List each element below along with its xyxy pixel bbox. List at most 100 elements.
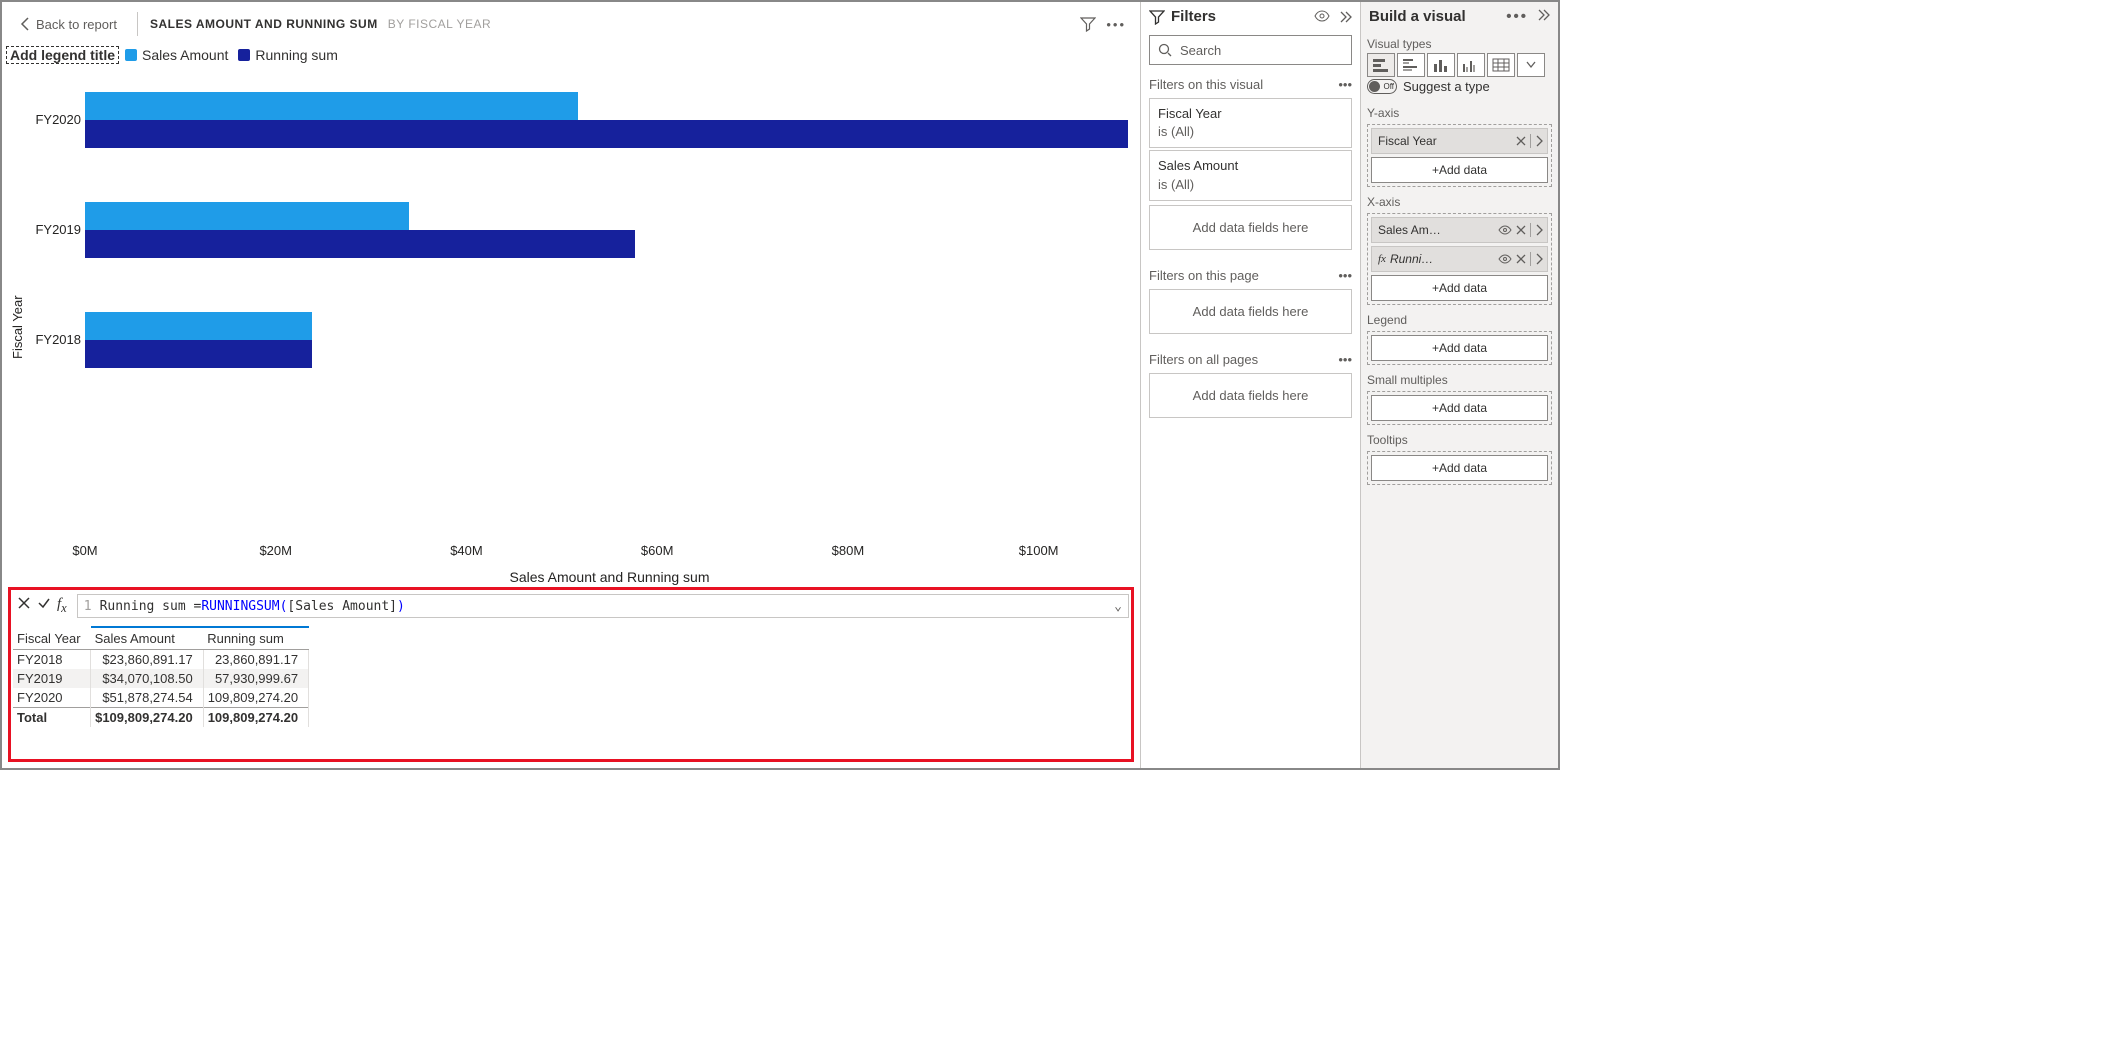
filter-card[interactable]: Fiscal Yearis (All) (1149, 98, 1352, 148)
well-label: X-axis (1361, 189, 1558, 211)
filter-icon (1149, 9, 1165, 25)
bar[interactable] (85, 120, 1128, 148)
legend: Add legend title Sales Amount Running sum (2, 42, 1140, 64)
legend-swatch (125, 49, 137, 61)
chart: Fiscal Year FY2020FY2019FY2018 Sales Amo… (2, 64, 1140, 585)
field-pill[interactable]: Sales Am… (1371, 217, 1548, 243)
field-well-tooltips[interactable]: +Add data (1367, 451, 1552, 485)
well-label: Legend (1361, 307, 1558, 329)
xtick-label: $20M (259, 543, 292, 558)
filter-field-name: Fiscal Year (1158, 105, 1343, 123)
collapse-icon[interactable] (1338, 10, 1352, 24)
cancel-icon[interactable] (17, 596, 31, 610)
visual-title-sub: BY FISCAL YEAR (388, 17, 492, 31)
viz-more-icon[interactable] (1517, 53, 1545, 77)
xtick-label: $80M (832, 543, 865, 558)
yaxis-label: Fiscal Year (8, 70, 27, 585)
bar[interactable] (85, 230, 635, 258)
back-label: Back to report (36, 17, 117, 32)
back-button[interactable]: Back to report (12, 17, 125, 32)
field-pill[interactable]: fxRunni… (1371, 246, 1548, 272)
table-header[interactable]: Fiscal Year (13, 627, 91, 650)
field-well-xaxis[interactable]: Sales Am… fxRunni… +Add data (1367, 213, 1552, 305)
field-well-small[interactable]: +Add data (1367, 391, 1552, 425)
chevron-left-icon (20, 17, 30, 31)
filters-visual-dropzone[interactable]: Add data fields here (1149, 205, 1352, 250)
filter-card[interactable]: Sales Amountis (All) (1149, 150, 1352, 200)
xtick-label: $40M (450, 543, 483, 558)
viz-bar-stacked-icon[interactable] (1367, 53, 1395, 77)
add-data-button[interactable]: +Add data (1371, 395, 1548, 421)
add-data-button[interactable]: +Add data (1371, 157, 1548, 183)
remove-icon[interactable] (1516, 225, 1526, 235)
eye-icon[interactable] (1314, 10, 1330, 22)
bar[interactable] (85, 92, 578, 120)
legend-item[interactable]: Running sum (238, 47, 338, 63)
well-label: Tooltips (1361, 427, 1558, 449)
xaxis-label: Sales Amount and Running sum (85, 569, 1134, 585)
build-visual-pane: Build a visual ••• Visual types Off Sugg… (1360, 2, 1558, 768)
filters-all-dropzone[interactable]: Add data fields here (1149, 373, 1352, 418)
more-icon[interactable]: ••• (1506, 8, 1528, 25)
field-well-legend[interactable]: +Add data (1367, 331, 1552, 365)
formula-bar: fx 1 Running sum = RUNNINGSUM ( [Sales A… (13, 592, 1129, 620)
chevron-right-icon[interactable] (1535, 135, 1543, 147)
viz-table-icon[interactable] (1487, 53, 1515, 77)
chevron-down-icon[interactable]: ⌄ (1114, 599, 1122, 614)
eye-icon[interactable] (1498, 225, 1512, 235)
filters-pane: Filters Search Filters on this visual ••… (1140, 2, 1360, 768)
add-data-button[interactable]: +Add data (1371, 335, 1548, 361)
table-cell: 109,809,274.20 (203, 708, 308, 728)
commit-icon[interactable] (37, 596, 51, 610)
fx-icon[interactable]: fx (57, 596, 67, 616)
field-name: Fiscal Year (1378, 134, 1512, 148)
field-well-yaxis[interactable]: Fiscal Year +Add data (1367, 124, 1552, 187)
viz-bar-clustered-icon[interactable] (1397, 53, 1425, 77)
build-title: Build a visual (1369, 8, 1466, 25)
field-pill[interactable]: Fiscal Year (1371, 128, 1548, 154)
suggest-toggle[interactable]: Off (1367, 79, 1397, 94)
well-label: Y-axis (1361, 100, 1558, 122)
legend-title-placeholder[interactable]: Add legend title (6, 46, 119, 64)
bar[interactable] (85, 340, 312, 368)
legend-label: Sales Amount (142, 47, 228, 63)
category-label: FY2020 (27, 112, 81, 127)
table-cell: $34,070,108.50 (91, 669, 204, 688)
report-header: Back to report SALES AMOUNT AND RUNNING … (2, 2, 1140, 42)
table-cell: 109,809,274.20 (203, 688, 308, 708)
filters-title: Filters (1171, 8, 1216, 25)
bar[interactable] (85, 202, 409, 230)
filters-page-dropzone[interactable]: Add data fields here (1149, 289, 1352, 334)
chevron-right-icon[interactable] (1535, 253, 1543, 265)
more-icon[interactable]: ••• (1106, 17, 1126, 32)
table-cell: Total (13, 708, 91, 728)
viz-column-icon[interactable] (1427, 53, 1455, 77)
chevron-right-icon[interactable] (1535, 224, 1543, 236)
add-data-button[interactable]: +Add data (1371, 275, 1548, 301)
remove-icon[interactable] (1516, 136, 1526, 146)
add-data-button[interactable]: +Add data (1371, 455, 1548, 481)
divider (137, 12, 138, 36)
search-input[interactable]: Search (1149, 35, 1352, 65)
field-name: Runni… (1390, 252, 1494, 266)
bar-group (85, 190, 1130, 270)
more-icon[interactable]: ••• (1338, 268, 1352, 283)
table-header[interactable]: Running sum (203, 627, 308, 650)
bar[interactable] (85, 312, 312, 340)
remove-icon[interactable] (1516, 254, 1526, 264)
table-header[interactable]: Sales Amount (91, 627, 204, 650)
more-icon[interactable]: ••• (1338, 352, 1352, 367)
visual-types-row (1361, 53, 1558, 77)
viz-column-clustered-icon[interactable] (1457, 53, 1485, 77)
plot-area: FY2020FY2019FY2018 (27, 70, 1134, 543)
more-icon[interactable]: ••• (1338, 77, 1352, 92)
table-row: FY2018$23,860,891.1723,860,891.17 (13, 650, 309, 670)
visual-title-main: SALES AMOUNT AND RUNNING SUM (150, 17, 378, 31)
legend-item[interactable]: Sales Amount (125, 47, 228, 63)
xaxis: Sales Amount and Running sum $0M$20M$40M… (27, 543, 1134, 585)
collapse-icon[interactable] (1536, 8, 1550, 22)
table-total-row: Total$109,809,274.20109,809,274.20 (13, 708, 309, 728)
filter-icon[interactable] (1080, 16, 1096, 32)
eye-icon[interactable] (1498, 254, 1512, 264)
formula-input[interactable]: 1 Running sum = RUNNINGSUM ( [Sales Amou… (77, 594, 1129, 618)
